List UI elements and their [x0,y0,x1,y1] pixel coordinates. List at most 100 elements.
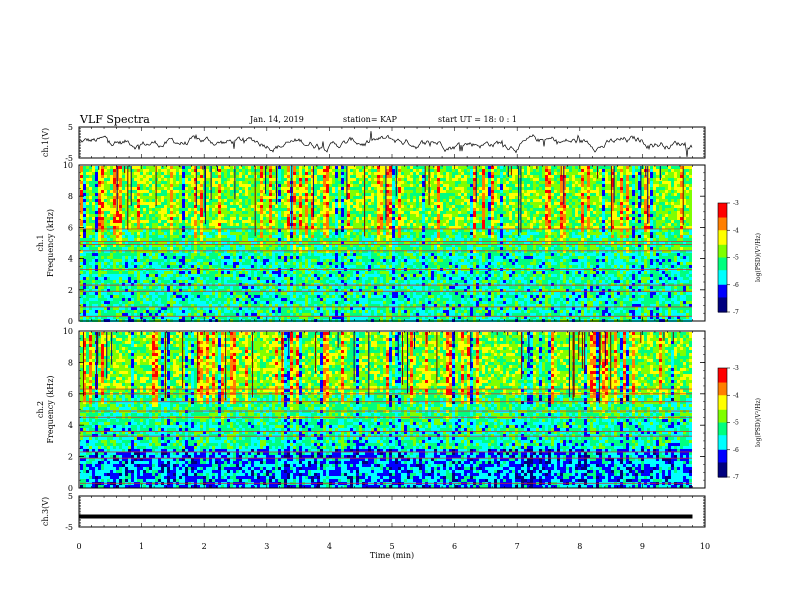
spec1-cell [344,205,347,208]
spec1-cell [350,184,353,187]
spec1-cell [92,292,95,295]
spec1-cell [191,181,194,184]
spec1-cell [245,265,248,268]
spec1-cell [161,283,164,286]
spec1-cell [293,277,296,280]
spec1-cell [251,226,254,229]
spec1-cell [146,289,149,292]
spec1-cell [347,223,350,226]
spec1-cell [143,262,146,265]
spec1-cell [275,247,278,250]
spec1-cell [161,169,164,172]
spec1-cell [215,304,218,307]
spec1-cell [281,253,284,256]
spec1-cell [83,169,86,172]
spec1-cell [98,181,101,184]
spec1-cell [350,301,353,304]
spec1-cell [326,196,329,199]
spec1-cell [164,247,167,250]
spec1-cell [296,292,299,295]
spec1-cell [170,196,173,199]
spec1-cell [161,196,164,199]
spec1-cell [230,223,233,226]
spec1-cell [230,280,233,283]
spec1-cell [299,232,302,235]
spec1-cell [245,244,248,247]
spec1-cell [311,205,314,208]
spec1-cell [269,166,272,169]
spec1-cell [230,310,233,313]
spec1-cell [272,223,275,226]
spec1-cell [98,187,101,190]
spec1-cell [137,313,140,316]
spec1-cell [260,193,263,196]
spec1-cell [296,310,299,313]
spec1-cell [164,169,167,172]
spec1-cell [86,283,89,286]
spec1-cell [323,283,326,286]
spec1-cell [173,235,176,238]
spec1-cell [152,316,155,319]
spec1-cell [197,316,200,319]
spec1-cell [128,235,131,238]
spec1-cell [131,205,134,208]
spec1-cell [173,271,176,274]
spec1-cell [308,214,311,217]
spec1-cell [329,316,332,319]
spec1-cell [248,295,251,298]
spec1-cell [152,244,155,247]
spec1-cell [320,226,323,229]
spec1-cell [287,181,290,184]
spec1-cell [341,298,344,301]
spec1-cell [182,235,185,238]
spec1-cell [245,172,248,175]
spec1-cell [113,166,116,169]
spec1-cell [275,289,278,292]
spec1-cell [209,208,212,211]
spec1-cell [242,313,245,316]
spec1-cell [170,181,173,184]
spec1-cell [179,307,182,310]
spec1-cell [179,304,182,307]
spec1-cell [284,310,287,313]
spec1-cell [296,184,299,187]
spec1-cell [101,247,104,250]
spec1-cell [92,205,95,208]
spec1-cell [167,199,170,202]
spec1-cell [152,220,155,223]
spec1-cell [299,169,302,172]
spec1-cell [95,244,98,247]
spec1-cell [188,175,191,178]
spec1-cell [338,310,341,313]
spec1-cell [173,259,176,262]
spec1-cell [248,244,251,247]
spec1-cell [119,187,122,190]
spec1-cell [191,307,194,310]
spec1-cell [116,298,119,301]
spec1-cell [137,250,140,253]
spec1-cell [152,187,155,190]
spec1-cell [275,262,278,265]
spec1-cell [155,307,158,310]
spec1-cell [209,235,212,238]
spec1-cell [341,301,344,304]
spec1-cell [299,274,302,277]
spec1-cell [182,262,185,265]
spec1-cell [344,175,347,178]
spec1-cell [80,304,83,307]
spec1-cell [215,184,218,187]
spec1-cell [131,241,134,244]
spec1-cell [137,295,140,298]
spec1-cell [227,217,230,220]
spec1-cell [194,208,197,211]
spec1-cell [185,292,188,295]
spec1-cell [86,184,89,187]
spec1-cell [314,307,317,310]
spec1-cell [95,205,98,208]
spec1-cell [230,193,233,196]
spec1-cell [299,175,302,178]
spec1-cell [299,247,302,250]
spec1-cell [197,286,200,289]
spec1-cell [179,301,182,304]
spec1-cell [116,262,119,265]
